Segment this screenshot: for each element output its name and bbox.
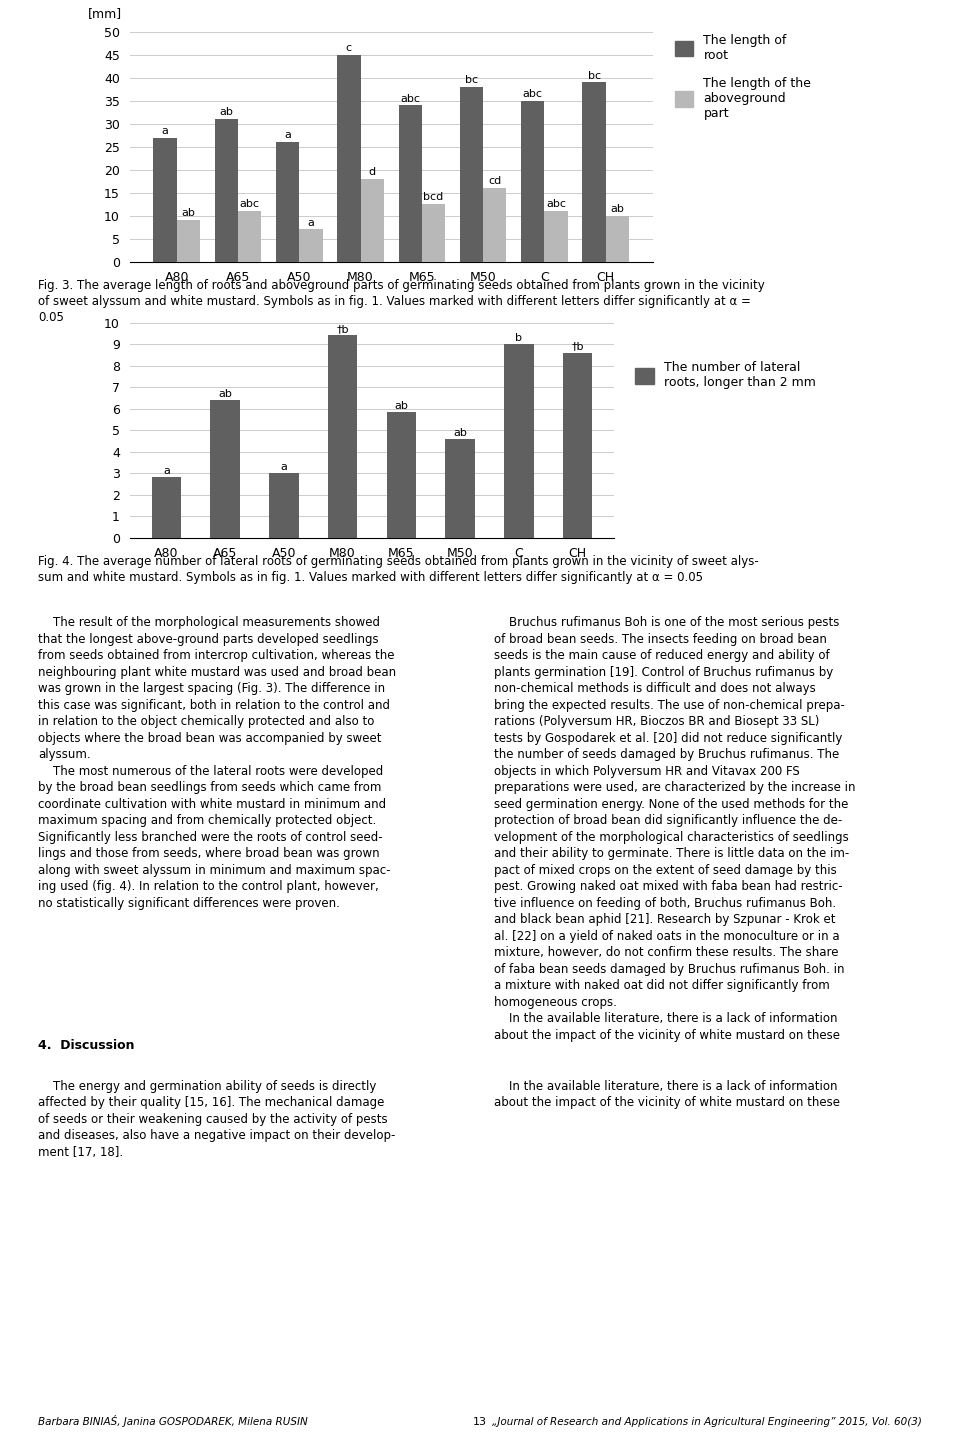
Text: abc: abc — [400, 93, 420, 103]
Text: bcd: bcd — [423, 192, 444, 202]
Text: abc: abc — [523, 89, 542, 99]
Text: cd: cd — [489, 176, 501, 186]
Bar — [210, 400, 240, 538]
Bar — [154, 138, 177, 262]
Text: b: b — [516, 333, 522, 343]
Bar — [563, 353, 592, 538]
Bar — [152, 478, 181, 538]
Text: a: a — [280, 462, 287, 472]
Bar — [300, 230, 323, 262]
Bar — [583, 83, 606, 262]
Text: †b: †b — [336, 324, 348, 334]
Bar — [215, 119, 238, 262]
Bar — [177, 221, 200, 262]
Text: d: d — [369, 167, 375, 177]
Bar — [460, 87, 483, 262]
Text: 4.  Discussion: 4. Discussion — [38, 1039, 135, 1052]
Bar — [544, 211, 567, 262]
Bar — [238, 211, 261, 262]
Text: Fig. 4. The average number of lateral roots of germinating seeds obtained from p: Fig. 4. The average number of lateral ro… — [38, 555, 759, 584]
Text: †b: †b — [571, 341, 584, 352]
Text: In the available literature, there is a lack of information
about the impact of : In the available literature, there is a … — [494, 1080, 840, 1109]
Text: ab: ab — [218, 389, 232, 400]
Text: a: a — [163, 466, 170, 477]
Bar — [269, 474, 299, 538]
Bar — [504, 344, 534, 538]
Bar — [398, 106, 421, 262]
Text: The result of the morphological measurements showed
that the longest above-groun: The result of the morphological measurem… — [38, 616, 396, 910]
Text: The energy and germination ability of seeds is directly
affected by their qualit: The energy and germination ability of se… — [38, 1080, 396, 1158]
Bar — [337, 55, 361, 262]
Bar — [521, 100, 544, 262]
Text: bc: bc — [588, 71, 601, 80]
Bar — [606, 215, 629, 262]
Text: ab: ab — [611, 203, 624, 214]
Text: Fig. 3. The average length of roots and aboveground parts of germinating seeds o: Fig. 3. The average length of roots and … — [38, 279, 765, 324]
Bar — [276, 142, 300, 262]
Text: a: a — [307, 218, 314, 228]
Bar — [387, 411, 416, 538]
Bar — [445, 439, 475, 538]
Bar — [421, 205, 445, 262]
Text: a: a — [161, 126, 168, 135]
Text: ab: ab — [453, 427, 468, 437]
Text: ab: ab — [220, 108, 233, 118]
Text: ab: ab — [181, 208, 195, 218]
Bar — [361, 179, 384, 262]
Text: „Journal of Research and Applications in Agricultural Engineering” 2015, Vol. 60: „Journal of Research and Applications in… — [492, 1417, 922, 1427]
Text: [mm]: [mm] — [87, 7, 122, 20]
Legend: The length of
root, The length of the
aboveground
part: The length of root, The length of the ab… — [675, 33, 811, 119]
Text: Bruchus rufimanus Boh is one of the most serious pests
of broad bean seeds. The : Bruchus rufimanus Boh is one of the most… — [494, 616, 856, 1042]
Text: c: c — [346, 44, 352, 54]
Legend: The number of lateral
roots, longer than 2 mm: The number of lateral roots, longer than… — [636, 362, 816, 389]
Text: abc: abc — [240, 199, 259, 209]
Text: a: a — [284, 131, 291, 141]
Text: 13: 13 — [473, 1417, 487, 1427]
Text: bc: bc — [465, 76, 478, 86]
Bar — [483, 187, 507, 262]
Bar — [328, 336, 357, 538]
Text: Barbara BINIAŚ, Janina GOSPODAREK, Milena RUSIN: Barbara BINIAŚ, Janina GOSPODAREK, Milen… — [38, 1415, 308, 1427]
Text: abc: abc — [546, 199, 566, 209]
Text: ab: ab — [395, 401, 408, 411]
